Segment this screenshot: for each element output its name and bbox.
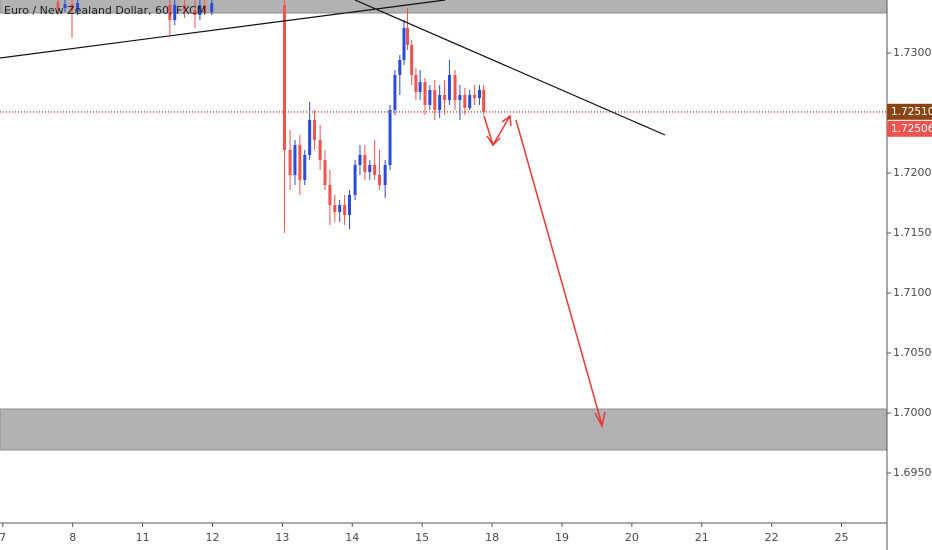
support-zone	[0, 408, 888, 451]
candle-body	[318, 140, 322, 161]
candle-body	[168, 5, 172, 21]
candle-body	[433, 89, 437, 111]
candle-body	[368, 164, 372, 173]
candle-body	[414, 74, 418, 93]
candle-body	[173, 5, 177, 21]
candle-body	[473, 95, 477, 99]
candle-body	[63, 4, 67, 9]
arrow-head	[594, 411, 606, 429]
arrow-head	[486, 135, 501, 147]
plot-area	[0, 0, 887, 234]
candle-body	[373, 164, 377, 176]
candle-body	[443, 95, 447, 101]
y-tick-label: 1.70000	[893, 406, 932, 419]
x-tick-label: 15	[415, 531, 429, 544]
candle-body	[463, 95, 467, 108]
candle-body	[288, 149, 292, 176]
x-tick-label: 8	[69, 531, 76, 544]
candle-body	[293, 145, 297, 176]
y-tick-label: 1.69500	[893, 466, 932, 479]
candle-body	[210, 2, 214, 12]
x-tick-label: 11	[136, 531, 150, 544]
x-tick-label: 13	[275, 531, 289, 544]
price-label: 1.72506	[891, 123, 932, 135]
candle-body	[477, 89, 481, 99]
candle-body	[308, 119, 312, 156]
candle-body	[76, 2, 80, 11]
candle-body	[398, 59, 402, 75]
x-tick-label: 18	[485, 531, 499, 544]
candle-body	[282, 5, 286, 150]
x-tick-label: 20	[625, 531, 639, 544]
candle-body	[447, 74, 451, 101]
drawings	[0, 0, 666, 429]
x-tick-label: 14	[345, 531, 359, 544]
candle-body	[383, 164, 387, 186]
candle-body	[56, 2, 60, 9]
candle-body	[333, 205, 337, 213]
x-tick-label: 12	[205, 531, 219, 544]
candle-body	[328, 185, 332, 206]
price-label-box	[887, 120, 932, 137]
y-tick-label: 1.71000	[893, 286, 932, 299]
candle-body	[363, 155, 367, 173]
y-tick-label: 1.71500	[893, 226, 932, 239]
candle-body	[183, 5, 187, 11]
x-tick-label: 21	[695, 531, 709, 544]
candle-body	[406, 28, 410, 45]
candle-body	[303, 155, 307, 180]
candle-body	[198, 5, 202, 15]
axes: 1.69500 1.70000 1.70500 1.71000 1.71500 1.720…	[0, 46, 932, 544]
zones	[0, 0, 888, 451]
x-tick-label: 25	[835, 531, 849, 544]
candle-body	[438, 95, 442, 111]
candle-body	[323, 160, 327, 186]
candle-body	[378, 175, 382, 186]
candle-body	[70, 4, 74, 11]
candle-body	[418, 82, 422, 93]
candle-body	[468, 95, 472, 108]
x-tick-label: 19	[555, 531, 569, 544]
y-tick-label: 1.72000	[893, 166, 932, 179]
candle-body	[428, 89, 432, 105]
candle-body	[423, 82, 427, 105]
candle-body	[410, 44, 414, 75]
candle-body	[193, 10, 197, 15]
x-tick-label: 22	[765, 531, 779, 544]
candle-body	[203, 5, 207, 12]
candle-body	[343, 205, 347, 216]
arrow-head	[501, 114, 512, 127]
candle-body	[482, 89, 486, 113]
candle-body	[393, 74, 397, 111]
candle-body	[402, 28, 406, 60]
forecast-arrow	[515, 119, 603, 426]
chart-title: Euro / New Zealand Dollar, 60, FXCM	[4, 4, 206, 17]
candle-body	[347, 194, 351, 216]
x-tick-label: 7	[0, 531, 6, 544]
candle-body	[338, 205, 342, 213]
candle-body	[458, 95, 462, 101]
y-tick-label: 1.73000	[893, 46, 932, 59]
candle-body	[388, 110, 392, 165]
price-label: 1.72510	[891, 106, 932, 118]
candle-body	[313, 119, 317, 141]
trend-line	[354, 0, 666, 136]
candle-body	[358, 155, 362, 165]
price-label-box	[887, 103, 932, 120]
candle-body	[353, 164, 357, 195]
candle-body	[453, 74, 457, 101]
y-tick-label: 1.70500	[893, 346, 932, 359]
trend-line	[0, 0, 446, 59]
candle-body	[298, 145, 302, 180]
